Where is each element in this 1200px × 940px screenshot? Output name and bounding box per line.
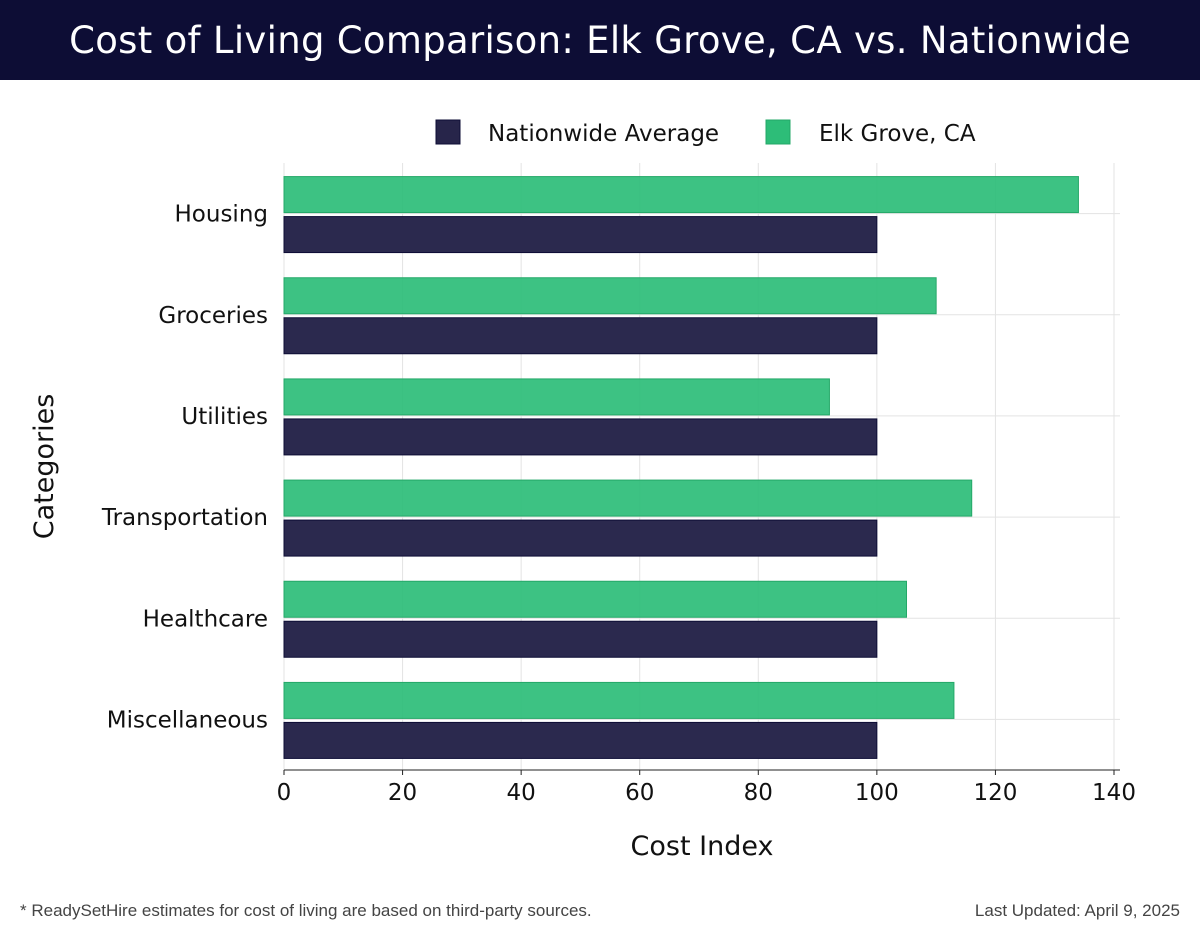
bar-elk-grove-groceries <box>283 277 937 315</box>
x-tick-label: 60 <box>625 780 654 806</box>
y-tick-label: Transportation <box>101 505 268 531</box>
x-tick-label: 20 <box>388 780 417 806</box>
legend-swatch <box>435 119 461 145</box>
last-updated: Last Updated: April 9, 2025 <box>974 901 1180 920</box>
bar-nationwide-transportation <box>283 519 878 557</box>
legend-label: Nationwide Average <box>488 121 719 147</box>
x-tick-label: 40 <box>507 780 536 806</box>
bar-elk-grove-transportation <box>283 479 973 517</box>
x-axis-title: Cost Index <box>631 831 774 862</box>
footer-note: * ReadySetHire estimates for cost of liv… <box>20 901 592 920</box>
y-tick-label: Miscellaneous <box>107 707 268 733</box>
y-axis-title: Categories <box>29 394 60 540</box>
bar-nationwide-groceries <box>283 317 878 355</box>
bar-elk-grove-housing <box>283 176 1079 214</box>
bar-elk-grove-miscellaneous <box>283 681 955 719</box>
legend-swatch <box>765 119 791 145</box>
legend-label: Elk Grove, CA <box>819 121 976 147</box>
x-tick-label: 140 <box>1092 780 1136 806</box>
x-tick-label: 0 <box>277 780 292 806</box>
bar-chart: Housing Groceries Utilities Transportation H… <box>29 119 1136 862</box>
bar-nationwide-miscellaneous <box>283 721 878 759</box>
y-tick-label: Utilities <box>181 404 268 430</box>
x-tick-label: 100 <box>855 780 899 806</box>
chart-title-banner: Cost of Living Comparison: Elk Grove, CA… <box>0 0 1200 80</box>
y-tick-label: Housing <box>175 202 269 228</box>
bar-nationwide-utilities <box>283 418 878 456</box>
y-tick-label: Healthcare <box>143 606 268 632</box>
chart-title: Cost of Living Comparison: Elk Grove, CA… <box>69 18 1131 62</box>
y-tick-label: Groceries <box>158 303 268 329</box>
x-tick-label: 80 <box>744 780 773 806</box>
bar-elk-grove-healthcare <box>283 580 907 618</box>
bar-elk-grove-utilities <box>283 378 830 416</box>
x-tick-label: 120 <box>973 780 1017 806</box>
bar-nationwide-healthcare <box>283 620 878 658</box>
bar-nationwide-housing <box>283 216 878 254</box>
